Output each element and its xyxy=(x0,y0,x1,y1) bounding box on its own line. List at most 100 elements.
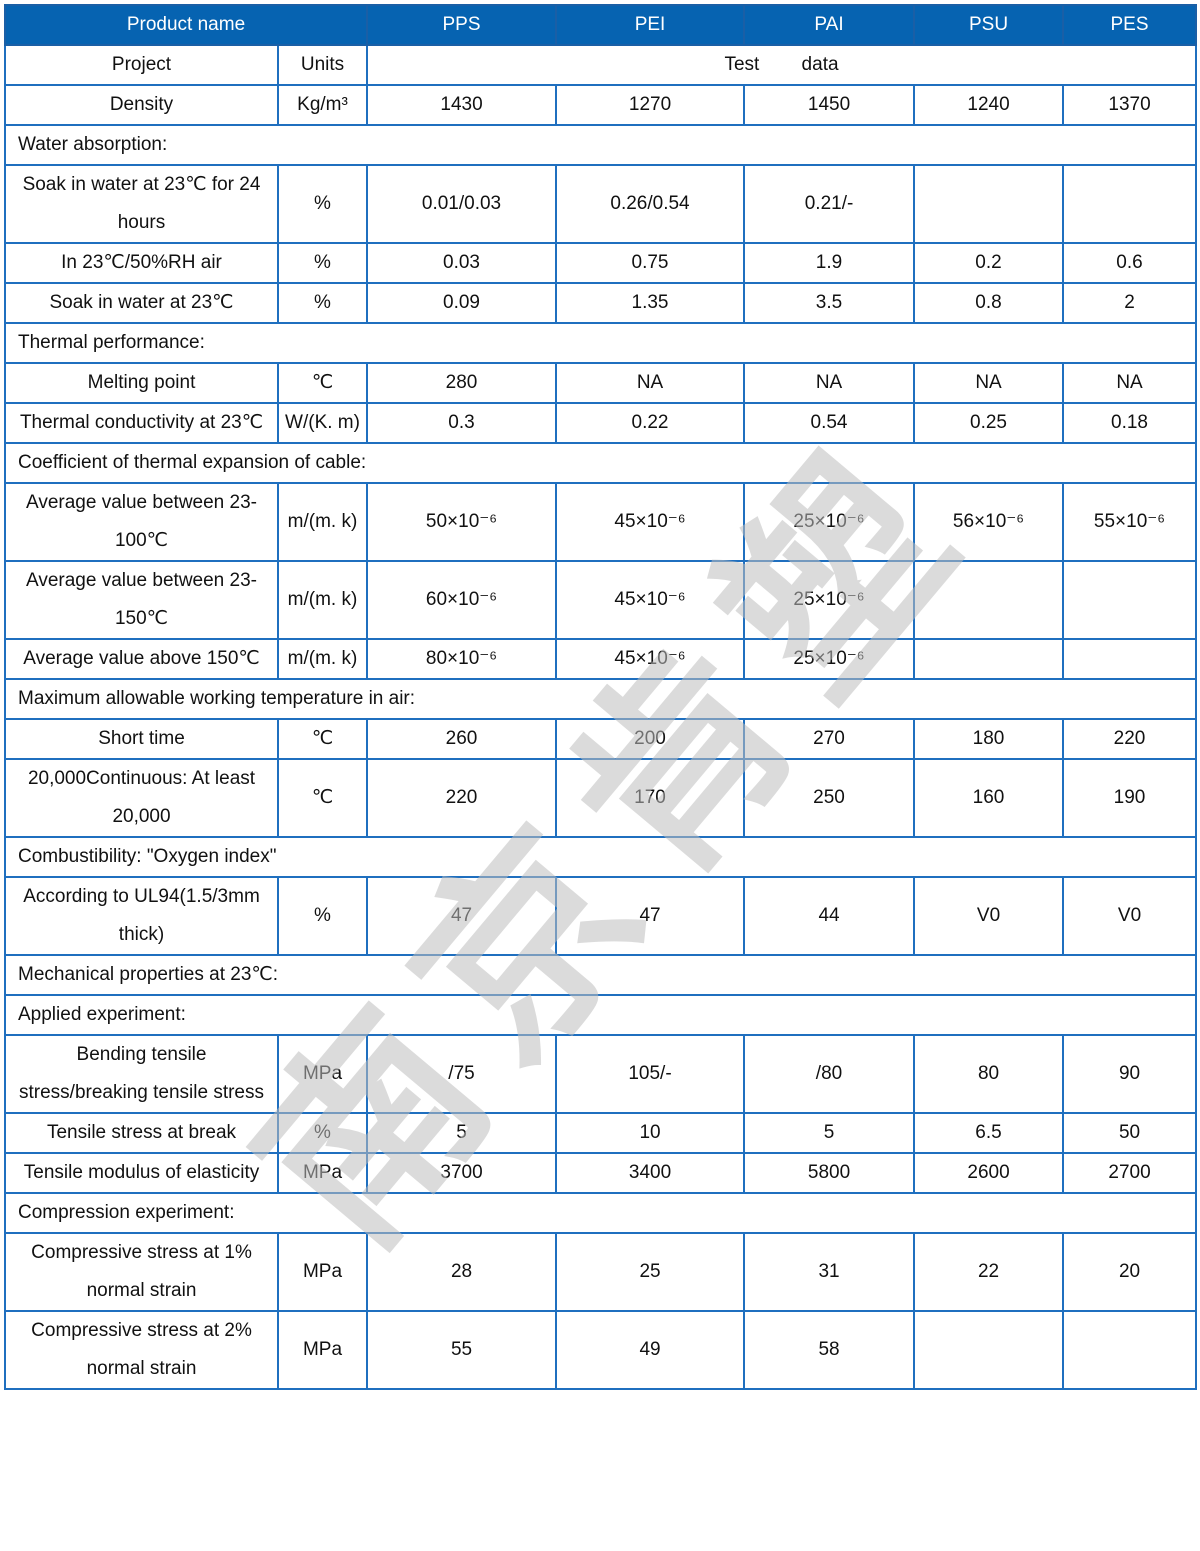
value-cell: 47 xyxy=(555,876,746,956)
value-cell: 190 xyxy=(1062,758,1198,838)
property-cell: Bending tensile stress/breaking tensile … xyxy=(4,1034,279,1114)
value-cell: 55×10⁻⁶ xyxy=(1062,482,1198,562)
value-cell: V0 xyxy=(913,876,1065,956)
value-cell: 22 xyxy=(913,1232,1065,1312)
unit-cell: MPa xyxy=(276,1232,369,1312)
table-row: Short time ℃ 260 200 270 180 220 xyxy=(4,718,1198,760)
table-row: Tensile stress at break% 5 10 5 6.5 50 xyxy=(4,1112,1198,1154)
table-row: Tensile modulus of elasticity MPa 3700 3400… xyxy=(4,1152,1198,1194)
section-row: Mechanical properties at 23℃: xyxy=(3,954,1198,996)
value-cell: 250 xyxy=(743,758,916,838)
value-cell: 10 xyxy=(555,1112,746,1154)
value-cell: 2600 xyxy=(913,1152,1065,1194)
product-header: PES xyxy=(1062,4,1198,46)
unit-cell: MPa xyxy=(276,1152,369,1194)
section-title: Coefficient of thermal expansion of cabl… xyxy=(3,442,1198,484)
value-cell: /80 xyxy=(743,1034,916,1114)
unit-cell: ℃ xyxy=(276,758,369,838)
section-title: Compression experiment: xyxy=(3,1192,1198,1234)
property-cell: Tensile modulus of elasticity xyxy=(4,1152,279,1194)
section-title: Mechanical properties at 23℃: xyxy=(3,954,1198,996)
value-cell: 28 xyxy=(366,1232,558,1312)
value-cell: 0.03 xyxy=(366,242,558,284)
value-cell: NA xyxy=(555,362,746,404)
property-cell: Short time xyxy=(4,718,279,760)
value-cell: 55 xyxy=(366,1310,558,1390)
value-cell: 105/- xyxy=(555,1034,746,1114)
section-title: Applied experiment: xyxy=(3,994,1198,1036)
property-cell: Melting point xyxy=(4,362,279,404)
value-cell: 49 xyxy=(555,1310,746,1390)
unit-cell: m/(m. k) xyxy=(276,560,369,640)
value-cell: 0.22 xyxy=(555,402,746,444)
unit-cell: ℃ xyxy=(276,718,369,760)
value-cell: 58 xyxy=(743,1310,916,1390)
value-cell: 80×10⁻⁶ xyxy=(366,638,558,680)
product-header: PPS xyxy=(366,4,558,46)
value-cell: 25×10⁻⁶ xyxy=(743,482,916,562)
units-header: Units xyxy=(276,44,369,86)
value-cell: 60×10⁻⁶ xyxy=(366,560,558,640)
value-cell: 5 xyxy=(366,1112,558,1154)
table-row: In 23℃/50%RH air% 0.03 0.75 1.9 0.2 0.6 xyxy=(4,242,1198,284)
value-cell: 200 xyxy=(555,718,746,760)
table-row: 20,000Continuous: At least 20,000 ℃ 220 170… xyxy=(4,758,1198,838)
property-cell: Soak in water at 23℃ xyxy=(4,282,279,324)
value-cell: 1430 xyxy=(366,84,558,126)
value-cell: 25×10⁻⁶ xyxy=(743,560,916,640)
table-row: Bending tensile stress/breaking tensile … xyxy=(4,1034,1198,1114)
table-row: Density Kg/m³ 1430 1270 1450 1240 1370 xyxy=(4,84,1198,126)
section-title: Maximum allowable working temperature in… xyxy=(3,678,1198,720)
value-cell: 0.3 xyxy=(366,402,558,444)
value-cell: 50 xyxy=(1062,1112,1198,1154)
value-cell: 3.5 xyxy=(743,282,916,324)
section-row: Thermal performance: xyxy=(3,322,1198,364)
value-cell: 5 xyxy=(743,1112,916,1154)
value-cell: 0.75 xyxy=(555,242,746,284)
value-cell: 56×10⁻⁶ xyxy=(913,482,1065,562)
value-cell: NA xyxy=(913,362,1065,404)
unit-cell: W/(K. m) xyxy=(276,402,369,444)
value-cell xyxy=(1062,560,1198,640)
value-cell: 0.18 xyxy=(1062,402,1198,444)
value-cell xyxy=(1062,638,1198,680)
value-cell: 3700 xyxy=(366,1152,558,1194)
section-title: Combustibility: "Oxygen index" xyxy=(3,836,1198,878)
value-cell: 220 xyxy=(1062,718,1198,760)
value-cell: 20 xyxy=(1062,1232,1198,1312)
property-cell: 20,000Continuous: At least 20,000 xyxy=(4,758,279,838)
value-cell: 1370 xyxy=(1062,84,1198,126)
unit-cell: % xyxy=(276,164,369,244)
value-cell: 1.9 xyxy=(743,242,916,284)
value-cell: 180 xyxy=(913,718,1065,760)
property-cell: Average value between 23-150℃ xyxy=(4,560,279,640)
table-row: Compressive stress at 1% normal strain MP… xyxy=(4,1232,1198,1312)
value-cell: 0.01/0.03 xyxy=(366,164,558,244)
value-cell: 50×10⁻⁶ xyxy=(366,482,558,562)
header-row: Product name PPS PEI PAI PSU PES xyxy=(3,4,1198,46)
value-cell: 260 xyxy=(366,718,558,760)
project-header: Project xyxy=(4,44,279,86)
table-row: Average value above 150℃ m/(m. k) 80×10⁻⁶ 4… xyxy=(4,638,1198,680)
value-cell: 0.8 xyxy=(913,282,1065,324)
value-cell: 45×10⁻⁶ xyxy=(555,560,746,640)
value-cell: 280 xyxy=(366,362,558,404)
property-cell: Compressive stress at 2% normal strain xyxy=(4,1310,279,1390)
value-cell xyxy=(1062,1310,1198,1390)
section-title: Water absorption: xyxy=(3,124,1198,166)
value-cell: 44 xyxy=(743,876,916,956)
value-cell: /75 xyxy=(366,1034,558,1114)
value-cell: 5800 xyxy=(743,1152,916,1194)
section-row: Water absorption: xyxy=(3,124,1198,166)
value-cell: 170 xyxy=(555,758,746,838)
value-cell: 220 xyxy=(366,758,558,838)
value-cell: 160 xyxy=(913,758,1065,838)
property-cell: Density xyxy=(4,84,279,126)
value-cell: 45×10⁻⁶ xyxy=(555,638,746,680)
table-row: Average value between 23-100℃ m/(m. k) 50×… xyxy=(4,482,1198,562)
value-cell: 0.26/0.54 xyxy=(555,164,746,244)
value-cell: 0.25 xyxy=(913,402,1065,444)
section-title: Thermal performance: xyxy=(3,322,1198,364)
value-cell: 0.54 xyxy=(743,402,916,444)
value-cell: 25 xyxy=(555,1232,746,1312)
